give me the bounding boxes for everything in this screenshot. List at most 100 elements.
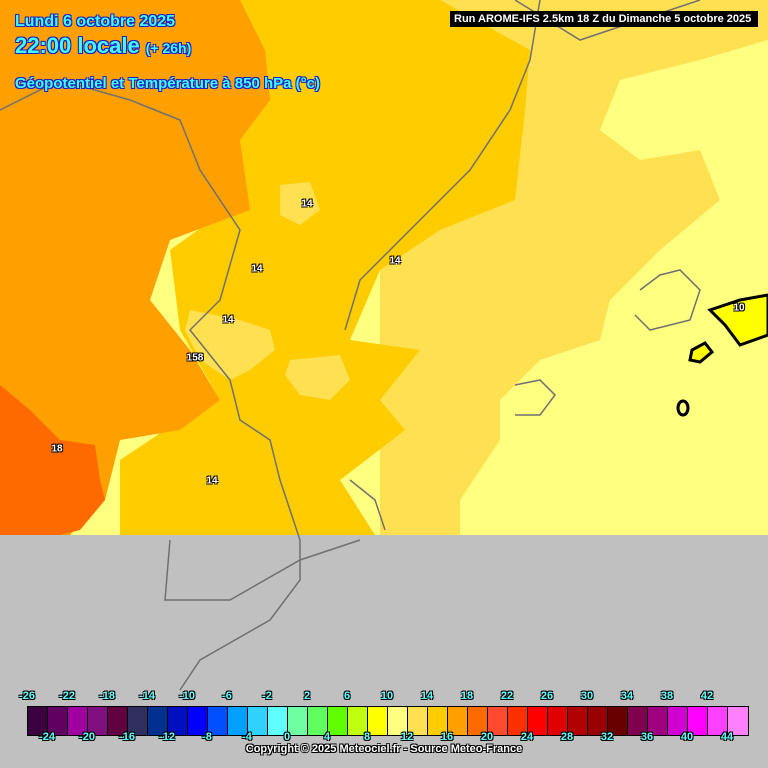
lead-time: (+ 26h) [145, 40, 192, 56]
scale-tick-bottom: 8 [363, 731, 371, 743]
contour-label: 14 [222, 314, 234, 326]
borders [0, 0, 701, 691]
scale-tick-top: 18 [460, 690, 474, 702]
color-swatch [628, 707, 648, 735]
scale-tick-bottom: -12 [159, 731, 175, 743]
color-swatch [388, 707, 408, 735]
scale-tick-top: -2 [262, 690, 272, 702]
scale-tick-bottom: -4 [242, 731, 252, 743]
scale-tick-bottom: -24 [39, 731, 55, 743]
out-of-domain-area [0, 535, 768, 685]
scale-tick-bottom: 16 [440, 731, 454, 743]
forecast-date: Lundi 6 octobre 2025 [15, 13, 176, 30]
local-time: 22:00 locale [15, 33, 140, 58]
contour-label: 18 [51, 443, 63, 455]
color-swatch [208, 707, 228, 735]
color-swatch [508, 707, 528, 735]
temp-island-12-14 [285, 355, 350, 400]
color-swatch [428, 707, 448, 735]
color-swatch [488, 707, 508, 735]
scale-tick-top: -26 [19, 690, 35, 702]
color-swatch [668, 707, 688, 735]
scale-tick-top: -14 [139, 690, 155, 702]
color-swatch [468, 707, 488, 735]
scale-tick-top: -6 [222, 690, 232, 702]
contour-10 [676, 399, 690, 417]
color-swatch [548, 707, 568, 735]
color-swatch [728, 707, 748, 735]
color-swatch [608, 707, 628, 735]
scale-tick-bottom: 24 [520, 731, 534, 743]
contour-10 [688, 341, 715, 364]
map-title: Géopotentiel et Température à 850 hPa (°… [15, 75, 320, 92]
scale-tick-top: 30 [580, 690, 594, 702]
scale-tick-bottom: 44 [720, 731, 734, 743]
color-swatch [688, 707, 708, 735]
scale-tick-top: -10 [179, 690, 195, 702]
scale-tick-bottom: -8 [202, 731, 212, 743]
temp-island-12-14 [185, 310, 275, 380]
color-swatch [288, 707, 308, 735]
scale-tick-bottom: 28 [560, 731, 574, 743]
color-swatch [48, 707, 68, 735]
color-swatch [88, 707, 108, 735]
color-swatch [148, 707, 168, 735]
scale-tick-top: 2 [303, 690, 311, 702]
color-swatch [648, 707, 668, 735]
color-swatch [708, 707, 728, 735]
color-swatch [68, 707, 88, 735]
scale-tick-top: 42 [700, 690, 714, 702]
color-swatch [348, 707, 368, 735]
contour-label: 14 [301, 198, 313, 210]
scale-tick-bottom: 40 [680, 731, 694, 743]
color-swatch [568, 707, 588, 735]
temp-region-18-20 [0, 385, 105, 550]
color-swatch [128, 707, 148, 735]
scale-tick-top: 14 [420, 690, 434, 702]
color-swatch [588, 707, 608, 735]
color-swatch [408, 707, 428, 735]
color-swatch [448, 707, 468, 735]
temp-island-12-14 [280, 182, 320, 225]
scale-tick-bottom: 20 [480, 731, 494, 743]
contour-label: 14 [251, 263, 263, 275]
color-swatch [268, 707, 288, 735]
scale-tick-top: -18 [99, 690, 115, 702]
scale-tick-bottom: 36 [640, 731, 654, 743]
color-swatch [328, 707, 348, 735]
scale-tick-bottom: 12 [400, 731, 414, 743]
color-swatch [248, 707, 268, 735]
color-swatch [188, 707, 208, 735]
temp-region-8-10 [707, 293, 768, 347]
run-info: Run AROME-IFS 2.5km 18 Z du Dimanche 5 o… [450, 11, 758, 27]
color-swatch [108, 707, 128, 735]
color-swatch [28, 707, 48, 735]
color-swatch [228, 707, 248, 735]
temp-region-14-16 [120, 0, 530, 540]
scale-tick-top: -22 [59, 690, 75, 702]
temp-region-16-18 [0, 0, 270, 550]
scale-tick-top: 26 [540, 690, 554, 702]
scale-tick-bottom: -20 [79, 731, 95, 743]
contour-label: 10 [733, 302, 745, 314]
contour-label: 14 [206, 475, 218, 487]
scale-tick-bottom: 4 [323, 731, 331, 743]
color-scale-bar [27, 706, 749, 736]
color-swatch [308, 707, 328, 735]
scale-tick-top: 10 [380, 690, 394, 702]
contour-label: 158 [186, 352, 204, 364]
scale-tick-bottom: 0 [283, 731, 291, 743]
scale-tick-top: 34 [620, 690, 634, 702]
color-swatch [528, 707, 548, 735]
scale-tick-top: 6 [343, 690, 351, 702]
scale-tick-bottom: 32 [600, 731, 614, 743]
forecast-time: 22:00 locale (+ 26h) [15, 33, 191, 59]
scale-tick-top: 22 [500, 690, 514, 702]
color-swatch [168, 707, 188, 735]
color-swatch [368, 707, 388, 735]
scale-tick-top: 38 [660, 690, 674, 702]
copyright: Copyright © 2025 Meteociel.fr - Source M… [245, 743, 523, 755]
contour-label: 14 [389, 255, 401, 267]
scale-tick-bottom: -16 [119, 731, 135, 743]
